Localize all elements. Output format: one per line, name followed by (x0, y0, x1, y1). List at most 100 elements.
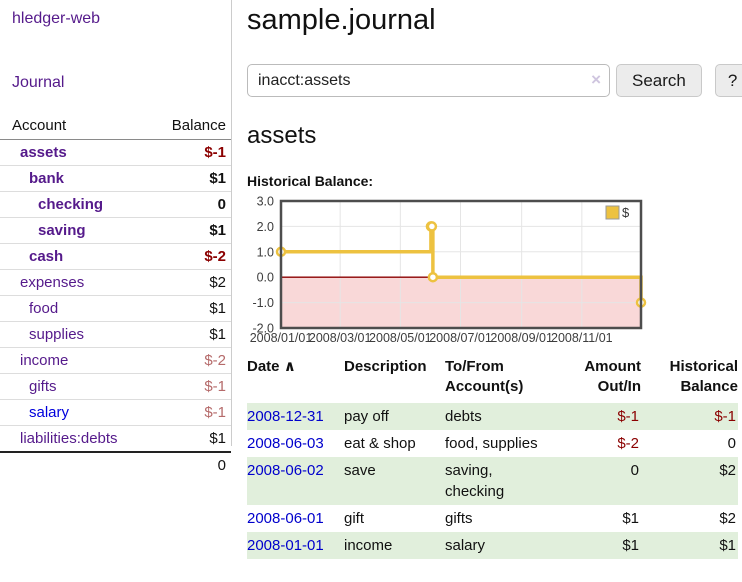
cell-date: 2008-01-01 (247, 532, 344, 559)
historical-balance-chart: $3.0 2.0 1.0 0.0 -1.0 -2.02008/01/012008/03/0… (250, 195, 647, 344)
sidebar-account-link[interactable]: checking (38, 196, 104, 213)
x-axis-tick-label: 2008/05/01 (369, 331, 432, 344)
cell-description: pay off (344, 408, 389, 425)
clear-search-icon[interactable]: × (591, 70, 601, 89)
cell-accounts: food, supplies (445, 435, 538, 452)
account-row: checking 0 (0, 192, 231, 218)
account-row: assets $-1 (0, 140, 231, 166)
account-balance: $-1 (204, 404, 226, 421)
account-balance: $-1 (204, 378, 226, 395)
account-row: supplies $1 (0, 322, 231, 348)
account-balance: $-2 (204, 248, 226, 265)
register-header-description: Description (344, 358, 427, 375)
account-row: liabilities:debts $1 (0, 426, 231, 451)
register-row: 2008-06-01 gift gifts $1 $2 (247, 505, 738, 532)
transaction-date-link[interactable]: 2008-06-01 (247, 510, 324, 527)
cell-amount: $1 (622, 510, 639, 527)
help-button[interactable]: ? (714, 64, 742, 97)
register-header-balance: Historical Balance (669, 358, 738, 395)
transaction-date-link[interactable]: 2008-01-01 (247, 537, 324, 554)
register-header-date[interactable]: Date ∧ (247, 358, 296, 375)
accounts-rows: assets $-1 bank $1 checking 0 saving $1 cash $-2 e… (0, 140, 231, 451)
cell-date: 2008-12-31 (247, 403, 344, 430)
register-header-amount: Amount Out/In (584, 358, 641, 395)
account-balance: $1 (209, 326, 226, 343)
sidebar-account-link[interactable]: cash (29, 248, 64, 265)
cell-balance: $2 (719, 510, 736, 527)
brand-link[interactable]: hledger-web (12, 10, 101, 27)
sidebar-account-link[interactable]: liabilities:debts (20, 430, 118, 447)
accounts-total-value: 0 (217, 457, 226, 474)
x-axis-tick-label: 2008/07/01 (429, 331, 492, 344)
register-table: Date ∧ Description To/From Account(s) Amo… (247, 357, 738, 559)
sidebar-account-link[interactable]: income (20, 352, 69, 369)
data-point-marker (427, 271, 439, 283)
account-balance: $2 (209, 274, 226, 291)
register-row: 2008-01-01 income salary $1 $1 (247, 532, 738, 559)
transaction-date-link[interactable]: 2008-06-02 (247, 462, 324, 479)
cell-accounts: debts (445, 408, 482, 425)
cell-balance: 0 (727, 435, 736, 452)
cell-amount: $-2 (617, 435, 639, 452)
account-row: food $1 (0, 296, 231, 322)
y-axis-tick-label: 0.0 (257, 271, 274, 285)
y-axis-tick-label: -1.0 (252, 296, 274, 310)
cell-description: gift (344, 510, 365, 527)
sidebar-account-link[interactable]: food (29, 300, 59, 317)
account-balance: 0 (217, 196, 226, 213)
nav-journal-link[interactable]: Journal (12, 74, 65, 91)
transaction-date-link[interactable]: 2008-12-31 (247, 408, 324, 425)
sidebar-account-link[interactable]: bank (29, 170, 65, 187)
data-point-marker (426, 221, 438, 232)
sidebar-account-link[interactable]: gifts (29, 378, 57, 395)
chart-title: Historical Balance: (247, 173, 374, 189)
register-row: 2008-06-03 eat & shop food, supplies $-2 0 (247, 430, 738, 457)
x-axis-tick-label: 2008/01/01 (250, 331, 313, 344)
x-axis-tick-label: 2008/03/01 (309, 331, 372, 344)
accounts-header-account: Account (12, 117, 67, 134)
accounts-table-header: Account Balance (0, 113, 231, 140)
sidebar-account-link[interactable]: expenses (20, 274, 85, 291)
register-row: 2008-12-31 pay off debts $-1 $-1 (247, 403, 738, 430)
main-content: sample.journal × Search ? assets Histori… (232, 0, 742, 559)
cell-description: eat & shop (344, 435, 416, 452)
legend-swatch (605, 205, 620, 220)
cell-amount: $1 (622, 537, 639, 554)
transaction-date-link[interactable]: 2008-06-03 (247, 435, 324, 452)
search-bar: × Search ? (247, 64, 742, 97)
account-row: income $-2 (0, 348, 231, 374)
accounts-table: Account Balance assets $-1 bank $1 checking 0… (0, 113, 231, 479)
account-balance: $1 (209, 300, 226, 317)
y-axis-tick-label: 1.0 (257, 245, 274, 259)
cell-accounts: saving, checking (445, 462, 505, 500)
register-header-accounts: To/From Account(s) (445, 358, 524, 395)
sidebar-account-link[interactable]: salary (29, 404, 70, 421)
account-balance: $1 (209, 170, 226, 187)
page-title: sample.journal (247, 4, 436, 36)
cell-description: save (344, 462, 376, 479)
cell-amount: $-1 (617, 408, 639, 425)
account-row: saving $1 (0, 218, 231, 244)
sidebar-account-link[interactable]: saving (38, 222, 86, 239)
cell-balance: $1 (719, 537, 736, 554)
cell-date: 2008-06-03 (247, 430, 344, 457)
search-button[interactable]: Search (616, 64, 702, 97)
cell-description: income (344, 537, 393, 554)
sidebar-account-link[interactable]: assets (20, 144, 67, 161)
sidebar-account-link[interactable]: supplies (29, 326, 85, 343)
plot-border (279, 199, 643, 330)
y-axis-tick-label: -2.0 (252, 322, 274, 336)
cell-accounts: salary (445, 537, 486, 554)
account-title: assets (247, 122, 317, 149)
sidebar: hledger-web Journal Account Balance asse… (0, 0, 232, 474)
account-row: cash $-2 (0, 244, 231, 270)
cell-balance: $-1 (714, 408, 736, 425)
cell-amount: 0 (630, 462, 639, 479)
x-axis-tick-label: 2008/09/01 (490, 331, 553, 344)
search-input[interactable] (247, 64, 610, 97)
search-input-wrapper: × (247, 64, 610, 97)
account-balance: $1 (209, 222, 226, 239)
account-balance: $-2 (204, 352, 226, 369)
cell-date: 2008-06-01 (247, 505, 344, 532)
